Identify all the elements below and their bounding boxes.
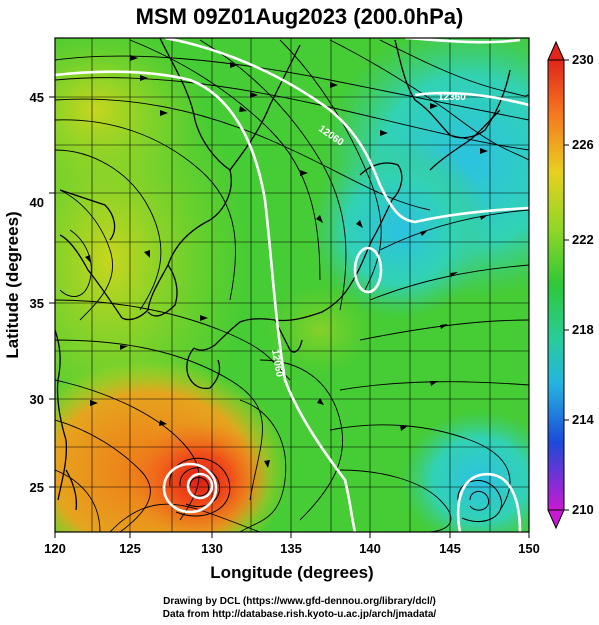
colorbar-label: 230 xyxy=(572,52,594,67)
lat-tick-label: 30 xyxy=(30,392,44,407)
colorbar-scale xyxy=(547,59,565,511)
colorbar-bottom-arrow xyxy=(547,509,565,530)
longitude-tick-labels: 120 125 130 135 140 145 150 xyxy=(44,541,540,556)
latitude-tick-labels: 25 30 35 40 45 xyxy=(30,90,44,495)
lon-tick-label: 140 xyxy=(359,541,381,556)
height-contours xyxy=(55,38,529,532)
colorbar-label: 218 xyxy=(572,322,594,337)
colorbar-label: 214 xyxy=(572,412,594,427)
axis-ticks xyxy=(49,96,530,538)
colorbar-label: 210 xyxy=(572,502,594,517)
lon-tick-label: 135 xyxy=(280,541,302,556)
credit-data: Data from http://database.rish.kyoto-u.a… xyxy=(162,609,437,620)
colorbar-top-arrow xyxy=(547,40,565,61)
temperature-field xyxy=(55,38,529,532)
lon-tick-label: 130 xyxy=(201,541,223,556)
lon-tick-label: 145 xyxy=(439,541,461,556)
colorbar-label: 226 xyxy=(572,137,594,152)
lon-tick-label: 120 xyxy=(44,541,66,556)
lon-tick-label: 150 xyxy=(518,541,540,556)
lat-lon-grid xyxy=(55,38,529,532)
contour-label: 12360 xyxy=(438,92,466,103)
lat-tick-label: 25 xyxy=(30,480,44,495)
colorbar: 230 226 222 218 214 210 xyxy=(547,40,594,530)
lat-tick-label: 40 xyxy=(30,195,44,210)
figure-title: MSM 09Z01Aug2023 (200.0hPa) xyxy=(135,4,464,29)
lon-tick-label: 125 xyxy=(119,541,141,556)
y-axis-title: Latitude (degrees) xyxy=(3,211,22,358)
plot-frame xyxy=(54,37,530,533)
lat-tick-label: 45 xyxy=(30,90,44,105)
credit-drawing: Drawing by DCL (https://www.gfd-dennou.o… xyxy=(163,596,436,607)
lat-tick-label: 35 xyxy=(30,296,44,311)
contour-label: 12060 xyxy=(269,349,285,379)
streamline-arrows xyxy=(85,55,488,468)
x-axis-title: Longitude (degrees) xyxy=(210,563,373,582)
colorbar-label: 222 xyxy=(572,232,594,247)
